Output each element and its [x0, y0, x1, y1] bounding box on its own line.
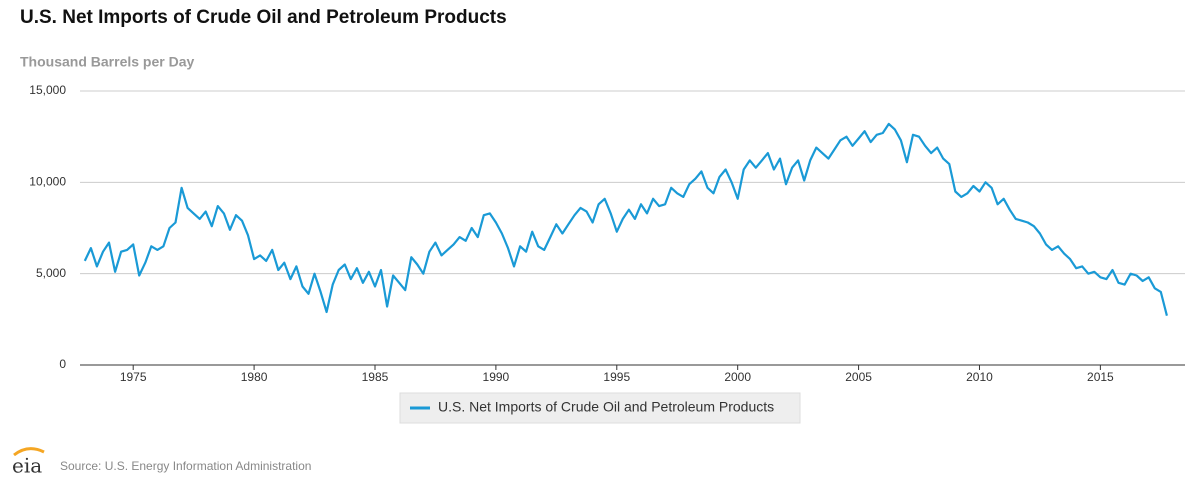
logo-arc [13, 447, 45, 457]
x-tick-label: 2005 [845, 370, 872, 384]
x-tick-label: 1975 [120, 370, 147, 384]
x-tick-label: 1995 [603, 370, 630, 384]
legend-box [399, 392, 801, 424]
x-tick-label: 2000 [724, 370, 751, 384]
chart-title: U.S. Net Imports of Crude Oil and Petrol… [20, 7, 507, 28]
x-tick-label: 1985 [362, 370, 389, 384]
y-tick-label: 15,000 [29, 83, 66, 97]
source: Source: U.S. Energy Information Administ… [60, 459, 311, 473]
x-tick-label: 1980 [241, 370, 268, 384]
x-tick-label: 2015 [1087, 370, 1114, 384]
x-tick-label: 2010 [966, 370, 993, 384]
logo: eia [12, 454, 42, 478]
legend-label: U.S. Net Imports of Crude Oil and Petrol… [438, 399, 774, 415]
y-axis-label: Thousand Barrels per Day [20, 54, 194, 70]
y-tick-label: 10,000 [29, 175, 66, 189]
data-line [83, 122, 1168, 316]
y-tick-label: 0 [59, 357, 66, 371]
x-tick-label: 1990 [483, 370, 510, 384]
y-tick-label: 5,000 [36, 266, 66, 280]
